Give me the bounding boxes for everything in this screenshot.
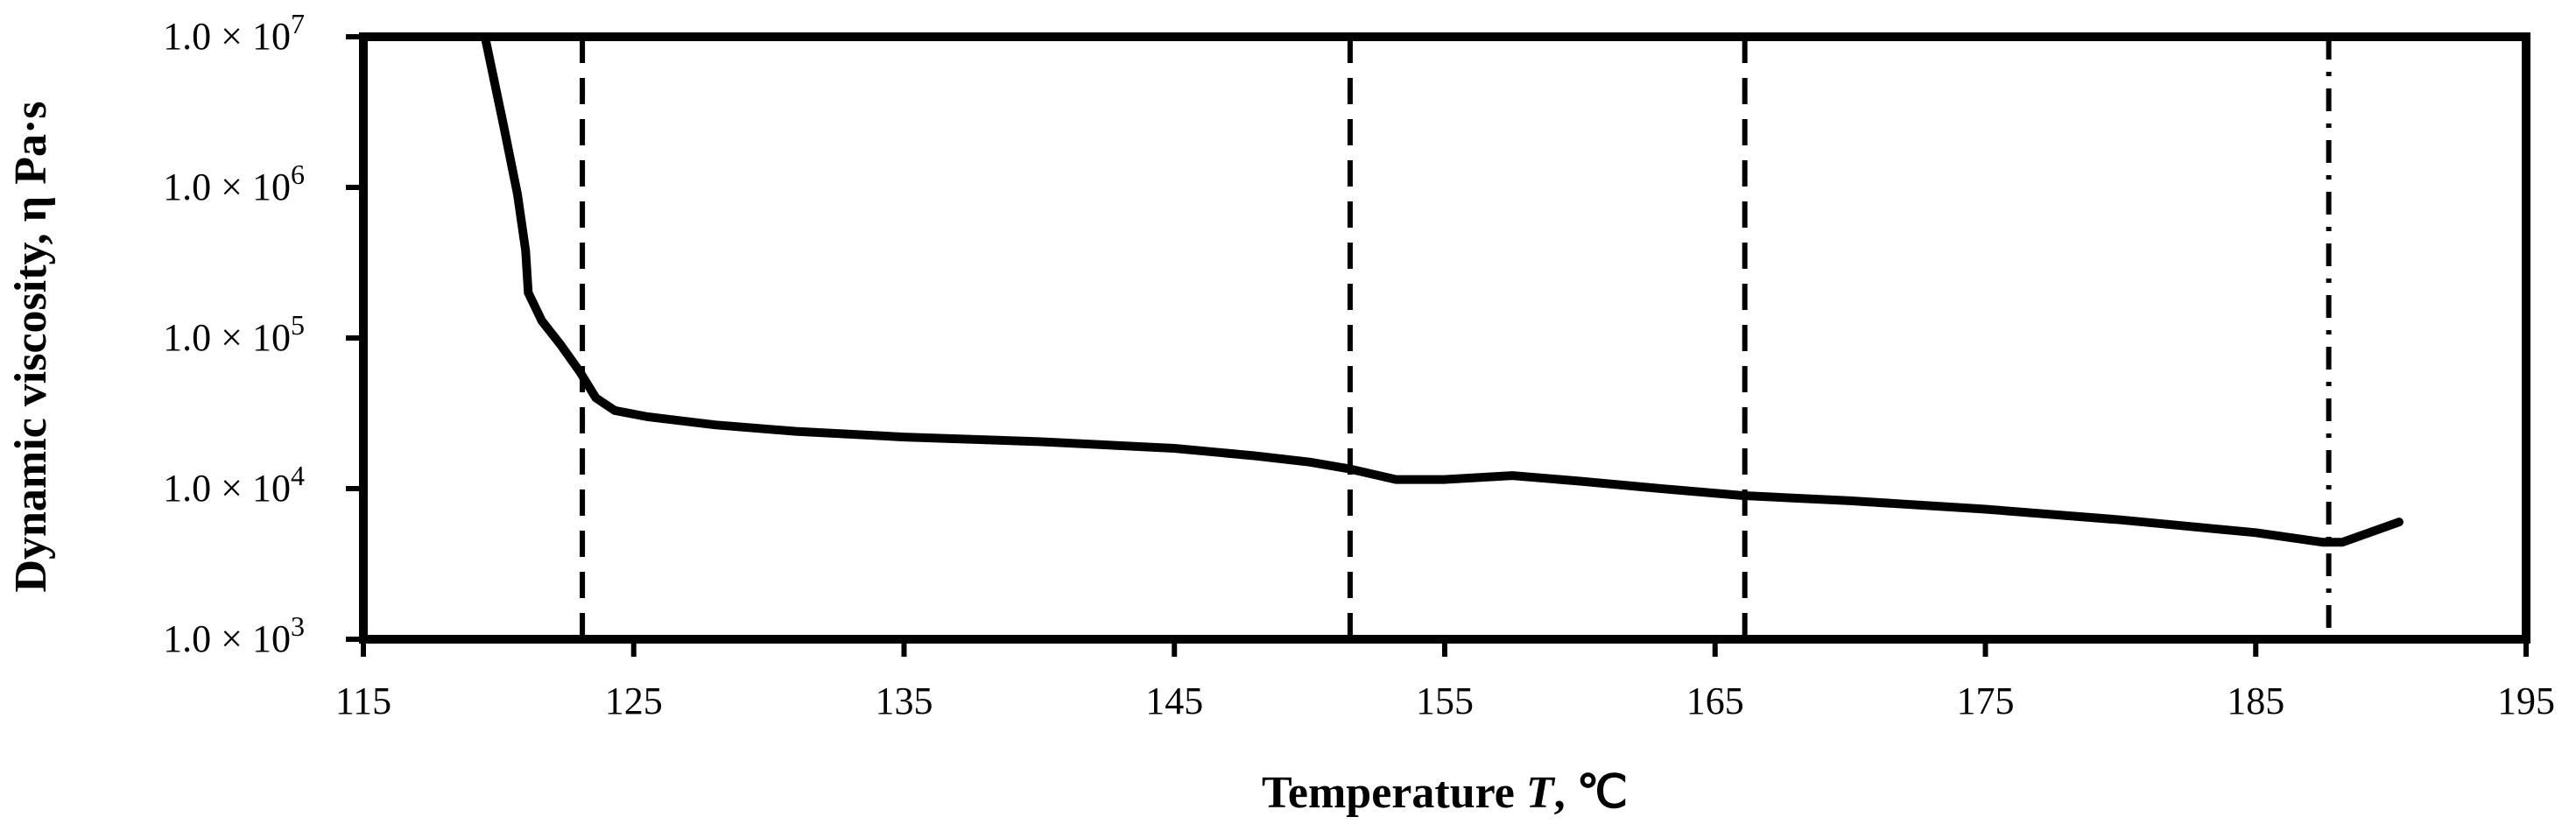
x-tick-label: 135 <box>876 680 933 722</box>
x-tick-label: 145 <box>1145 680 1203 722</box>
y-tick-label-base: 1.0 × 10 <box>163 165 291 208</box>
y-tick-label-exponent: 3 <box>291 610 305 642</box>
plot-area-frame <box>359 32 2530 644</box>
x-tick-label: 185 <box>2227 680 2284 722</box>
viscosity-series-line <box>480 32 2404 547</box>
y-tick-label: 1.0 × 103 <box>163 610 305 660</box>
y-tick-label-exponent: 5 <box>291 309 305 341</box>
y-tick-label: 1.0 × 104 <box>163 460 305 510</box>
y-tick-label-exponent: 4 <box>291 460 305 491</box>
x-axis-tick-labels: 115 125 135 145 155 165 175 185 195 <box>335 680 2555 722</box>
x-axis-title-main: Temperature <box>1262 768 1526 818</box>
y-tick-label: 1.0 × 107 <box>163 8 305 58</box>
x-tick-label: 155 <box>1416 680 1474 722</box>
y-tick-label-base: 1.0 × 10 <box>163 617 291 660</box>
x-axis-title-unit: , ℃ <box>1554 768 1628 818</box>
reference-lines <box>580 37 2332 639</box>
y-tick-label-base: 1.0 × 10 <box>163 316 291 359</box>
y-tick-label-base: 1.0 × 10 <box>163 15 291 58</box>
y-axis-title: Dynamic viscosity, η Pa·s <box>6 101 56 592</box>
x-tick-label: 195 <box>2497 680 2555 722</box>
x-tick-label: 115 <box>335 680 391 722</box>
x-tick-label: 165 <box>1686 680 1744 722</box>
y-tick-label-exponent: 7 <box>291 8 305 39</box>
axis-ticks <box>346 34 2529 657</box>
y-tick-label: 1.0 × 105 <box>163 309 305 359</box>
y-tick-label-exponent: 6 <box>291 158 305 190</box>
x-axis-title-variable: T <box>1526 768 1556 818</box>
y-tick-label: 1.0 × 106 <box>163 158 305 208</box>
x-axis-title: Temperature T, ℃ <box>1262 768 1628 818</box>
x-tick-label: 175 <box>1957 680 2015 722</box>
x-tick-label: 125 <box>605 680 663 722</box>
y-tick-label-base: 1.0 × 10 <box>163 467 291 510</box>
